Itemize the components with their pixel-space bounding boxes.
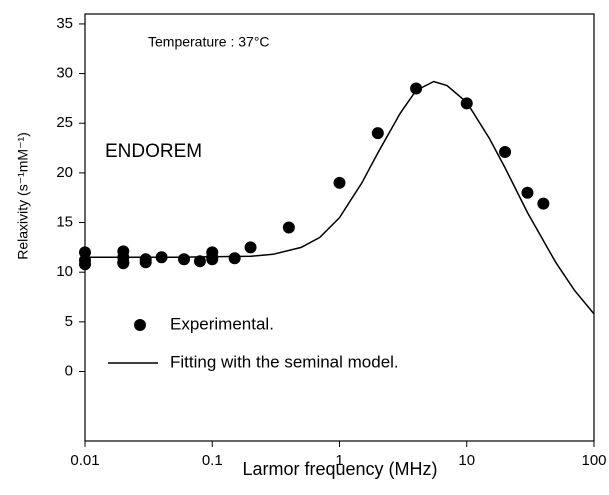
x-axis-label: Larmor frequency (MHz): [242, 459, 437, 479]
data-point: [333, 176, 346, 189]
annotation: ENDOREM: [105, 141, 202, 162]
y-tick-label: 10: [56, 263, 73, 280]
y-tick-label: 25: [56, 114, 73, 131]
data-point: [206, 253, 219, 266]
x-tick-label: 0.1: [202, 452, 223, 469]
data-point: [537, 197, 550, 210]
y-tick-label: 15: [56, 214, 73, 231]
fit-line: [85, 80, 595, 315]
annotation: Temperature : 37°C: [148, 34, 270, 50]
data-point: [193, 255, 206, 268]
data-point: [228, 252, 241, 265]
plot-frame: [84, 13, 595, 442]
y-tick-label: 5: [65, 313, 73, 330]
data-point: [79, 258, 91, 271]
y-tick-label: 0: [65, 362, 73, 379]
x-tick-label: 10: [458, 452, 475, 469]
legend-label: Experimental.: [170, 314, 274, 333]
data-point: [371, 127, 384, 140]
data-point: [521, 186, 534, 199]
data-point: [178, 253, 191, 266]
y-axis-label: Relaxivity (s⁻¹mM⁻¹): [15, 132, 31, 260]
legend-label: Fitting with the seminal model.: [170, 352, 399, 371]
y-tick-label: 30: [56, 65, 73, 82]
data-point: [410, 82, 423, 95]
x-tick-label: 100: [581, 452, 606, 469]
data-point: [499, 146, 512, 159]
x-tick-label: 0.01: [70, 452, 99, 469]
data-point: [282, 221, 295, 234]
x-tick-label: 1: [335, 452, 343, 469]
data-point: [139, 256, 152, 269]
data-point: [244, 241, 257, 254]
legend-marker: [134, 319, 146, 331]
y-tick-label: 20: [56, 164, 73, 181]
data-point: [117, 257, 130, 270]
y-tick-label: 35: [56, 15, 73, 32]
